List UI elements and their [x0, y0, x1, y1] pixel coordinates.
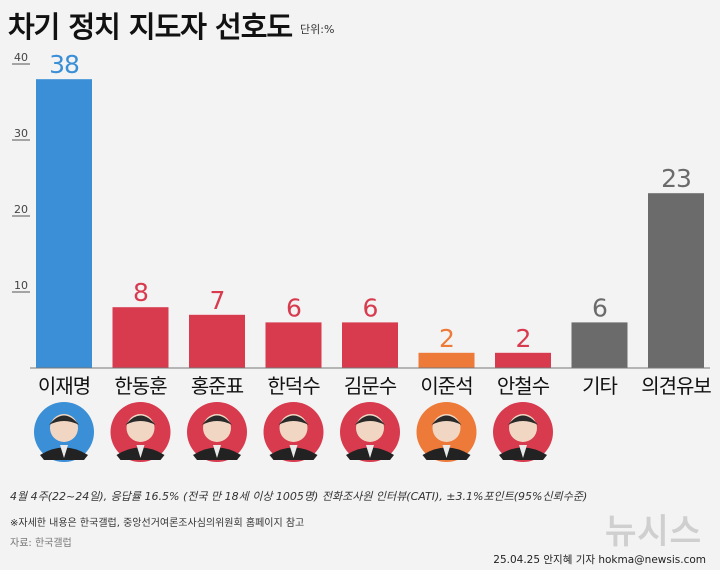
- portrait-hair: [49, 415, 79, 425]
- detail-note: ※자세한 내용은 한국갤럽, 중앙선거여론조사심의위원회 홈페이지 참고: [10, 518, 305, 529]
- portrait-shirt: [442, 445, 451, 458]
- bar-value-label: 23: [661, 164, 691, 193]
- portrait-shirt: [366, 445, 374, 458]
- category-label: 한덕수: [267, 374, 320, 398]
- bar-value-label: 6: [592, 293, 607, 322]
- portrait-shirt: [136, 445, 145, 458]
- portrait-hair: [125, 415, 156, 425]
- category-label: 의견유보: [641, 374, 711, 398]
- bar-chart: 10 20 30 40 38 이재명 8 한동훈 7 홍준표 6 한덕수 6 김문수 2 이준석 2 안철수 6 기타…: [12, 50, 712, 462]
- bar-value-label: 7: [210, 286, 225, 315]
- byline: 25.04.25 안지혜 기자 hokma@newsis.com: [493, 554, 706, 566]
- category-label: 기타: [582, 374, 617, 398]
- category-label: 이준석: [420, 374, 472, 398]
- bar-value-label: 6: [286, 293, 301, 322]
- y-tick-label: 20: [14, 203, 28, 216]
- bar-value-label: 2: [516, 324, 531, 353]
- newsis-logo: 뉴시스: [605, 512, 702, 552]
- bar-6: [418, 352, 475, 368]
- portrait-hair: [278, 415, 309, 425]
- category-label: 안철수: [497, 374, 550, 398]
- bar-4: [265, 322, 322, 368]
- bar-5: [342, 322, 398, 368]
- bar-7: [495, 352, 551, 368]
- bar-2: [112, 307, 169, 368]
- bar-value-label: 8: [133, 278, 148, 307]
- portrait-shirt: [60, 445, 68, 458]
- portrait-hair: [431, 415, 462, 425]
- portrait-hair: [355, 415, 385, 425]
- chart-title: 차기 정치 지도자 선호도: [8, 10, 293, 44]
- bar-3: [189, 314, 245, 368]
- portrait-hair: [202, 415, 232, 425]
- category-label: 한동훈: [114, 374, 167, 398]
- bar-value-label: 6: [363, 293, 378, 322]
- category-label: 이재명: [38, 374, 90, 398]
- bar-value-label: 38: [49, 50, 79, 79]
- portrait-shirt: [289, 445, 298, 458]
- source-note: 자료: 한국갤럽: [10, 538, 72, 549]
- category-label: 김문수: [344, 374, 397, 398]
- unit-label: 단위:%: [300, 23, 335, 36]
- survey-note: 4월 4주(22~24일), 응답률 16.5% (전국 만 18세 이상 10…: [10, 490, 588, 503]
- bar-value-label: 2: [439, 324, 454, 353]
- portrait-shirt: [519, 445, 527, 458]
- bar-8: [571, 322, 628, 368]
- portrait-hair: [508, 415, 538, 425]
- category-label: 홍준표: [191, 374, 244, 398]
- bar-1: [36, 79, 92, 368]
- bar-9: [648, 193, 704, 368]
- y-tick-label: 40: [14, 51, 28, 64]
- portrait-shirt: [213, 445, 221, 458]
- y-tick-label: 30: [14, 127, 28, 140]
- y-tick-label: 10: [14, 279, 28, 292]
